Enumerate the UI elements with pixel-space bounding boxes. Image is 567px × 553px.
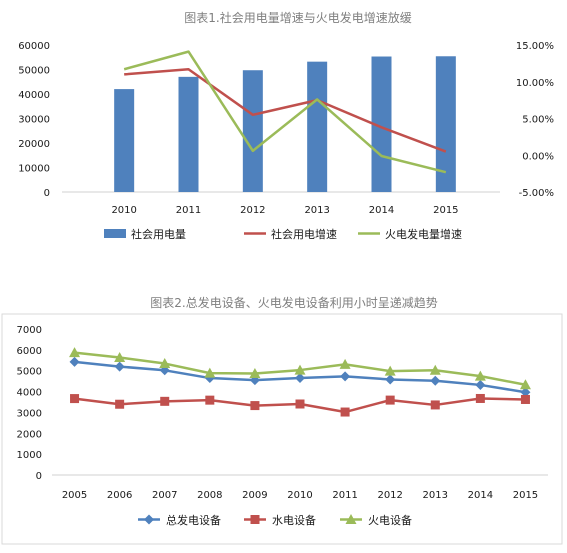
point-火电设备 bbox=[204, 367, 216, 378]
chart-2: 图表2.总发电设备、火电发电设备利用小时呈递减趋势 0 1000 2000 3000 4… bbox=[1, 295, 563, 545]
point-总发电设备 bbox=[340, 371, 351, 382]
point-总发电设备 bbox=[295, 373, 305, 384]
legend-label-火电设备: 火电设备 bbox=[368, 513, 412, 527]
point-水电设备 bbox=[385, 395, 395, 405]
left-axis-tick-label: 50000 bbox=[18, 66, 50, 77]
x-axis-tick-label: 2013 bbox=[304, 205, 329, 216]
left-axis-tick-label: 10000 bbox=[18, 164, 50, 175]
point-火电设备 bbox=[69, 347, 81, 358]
x-axis-tick-label: 2007 bbox=[152, 490, 177, 501]
legend-marker-火电设备 bbox=[345, 514, 357, 524]
right-axis-tick-label: -5.00% bbox=[519, 188, 554, 199]
x-axis-tick-label: 2010 bbox=[111, 205, 136, 216]
bar-社会用电量 bbox=[435, 56, 456, 192]
right-axis-tick-label: 10.00% bbox=[516, 78, 554, 89]
left-axis-tick-label: 0 bbox=[44, 188, 50, 199]
x-axis-tick-label: 2008 bbox=[197, 490, 222, 501]
legend-label-火电发电量增速: 火电发电量增速 bbox=[385, 227, 462, 241]
point-火电设备 bbox=[114, 352, 126, 363]
chart-2-title: 图表2.总发电设备、火电发电设备利用小时呈递减趋势 bbox=[150, 295, 437, 310]
x-axis-tick-label: 2006 bbox=[107, 490, 132, 501]
line-火电发电量增速 bbox=[123, 50, 447, 174]
line-社会用电增速 bbox=[124, 68, 447, 153]
point-火电设备 bbox=[474, 370, 486, 381]
left-axis-tick-label: 30000 bbox=[18, 115, 50, 126]
y-axis-tick-label: 3000 bbox=[17, 408, 42, 419]
point-水电设备 bbox=[70, 394, 80, 404]
y-axis-tick-label: 7000 bbox=[17, 325, 42, 336]
legend-label-水电设备: 水电设备 bbox=[272, 513, 316, 527]
point-总发电设备 bbox=[385, 374, 396, 385]
y-axis-tick-label: 0 bbox=[36, 471, 42, 482]
point-水电设备 bbox=[205, 395, 215, 405]
legend-marker-总发电设备 bbox=[144, 514, 154, 525]
x-axis-tick-label: 2013 bbox=[423, 490, 448, 501]
left-axis-tick-label: 60000 bbox=[18, 41, 50, 52]
y-axis-tick-label: 5000 bbox=[17, 367, 42, 378]
point-总发电设备 bbox=[69, 356, 80, 367]
x-axis-tick-label: 2015 bbox=[433, 205, 458, 216]
chart-1: 图表1.社会用电量增速与火电发电增速放缓 0 10000 20000 30000 400… bbox=[18, 10, 554, 241]
x-axis-tick-label: 2005 bbox=[62, 490, 87, 501]
right-axis-tick-label: 5.00% bbox=[522, 115, 554, 126]
y-axis-tick-label: 2000 bbox=[17, 429, 42, 440]
legend-label-社会用电量: 社会用电量 bbox=[131, 227, 186, 241]
point-火电设备 bbox=[429, 364, 441, 375]
x-axis-tick-label: 2014 bbox=[468, 490, 493, 501]
x-axis-tick-label: 2011 bbox=[176, 205, 201, 216]
point-总发电设备 bbox=[430, 375, 441, 386]
point-水电设备 bbox=[475, 393, 485, 403]
point-水电设备 bbox=[250, 401, 260, 411]
legend-label-社会用电增速: 社会用电增速 bbox=[271, 227, 337, 241]
y-axis-tick-label: 4000 bbox=[17, 388, 42, 399]
point-火电设备 bbox=[249, 368, 261, 379]
x-axis-tick-label: 2014 bbox=[369, 205, 394, 216]
x-axis-tick-label: 2011 bbox=[332, 490, 357, 501]
bar-社会用电量 bbox=[114, 89, 135, 192]
chart-2-frame bbox=[1, 313, 563, 545]
y-axis-tick-label: 1000 bbox=[17, 450, 42, 461]
left-axis-tick-label: 40000 bbox=[18, 90, 50, 101]
point-火电设备 bbox=[159, 358, 171, 369]
bar-社会用电量 bbox=[307, 61, 328, 192]
x-axis-tick-label: 2010 bbox=[287, 490, 312, 501]
right-axis-tick-label: 15.00% bbox=[516, 41, 554, 52]
x-axis-tick-label: 2009 bbox=[242, 490, 267, 501]
point-水电设备 bbox=[340, 407, 350, 417]
point-火电设备 bbox=[339, 358, 351, 369]
point-总发电设备 bbox=[520, 387, 531, 398]
point-水电设备 bbox=[295, 399, 305, 409]
point-水电设备 bbox=[430, 400, 440, 410]
point-水电设备 bbox=[520, 394, 530, 404]
point-水电设备 bbox=[115, 399, 125, 409]
point-水电设备 bbox=[160, 396, 170, 406]
legend-marker-水电设备 bbox=[250, 515, 260, 524]
chart-1-title: 图表1.社会用电量增速与火电发电增速放缓 bbox=[184, 10, 411, 25]
legend-label-总发电设备: 总发电设备 bbox=[166, 513, 221, 527]
x-axis-tick-label: 2012 bbox=[240, 205, 265, 216]
bar-社会用电量 bbox=[178, 76, 199, 192]
point-总发电设备 bbox=[114, 361, 125, 372]
right-axis-tick-label: 0.00% bbox=[522, 151, 554, 162]
point-火电设备 bbox=[294, 364, 306, 375]
point-火电设备 bbox=[384, 365, 396, 376]
point-总发电设备 bbox=[475, 379, 486, 390]
left-axis-tick-label: 20000 bbox=[18, 139, 50, 150]
bar-社会用电量 bbox=[242, 70, 263, 192]
y-axis-tick-label: 6000 bbox=[17, 346, 42, 357]
point-火电设备 bbox=[519, 379, 531, 390]
x-axis-tick-label: 2012 bbox=[377, 490, 402, 501]
x-axis-tick-label: 2015 bbox=[513, 490, 538, 501]
legend-swatch-社会用电量 bbox=[104, 229, 126, 238]
